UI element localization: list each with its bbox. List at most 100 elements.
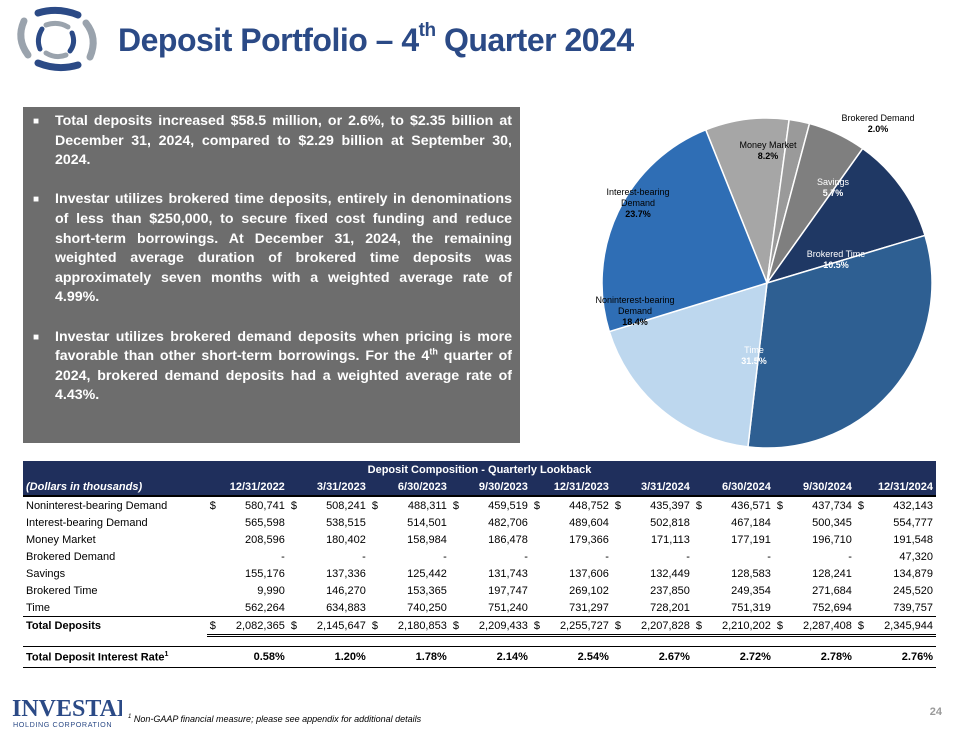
currency-symbol: $	[611, 616, 625, 637]
currency-symbol	[450, 548, 463, 565]
currency-symbol	[450, 599, 463, 617]
table-cell: -	[686, 550, 690, 563]
table-cell: 132,449	[650, 567, 690, 580]
table-cell: -	[605, 550, 609, 563]
currency-symbol: $	[692, 616, 706, 637]
bullet-text: Investar utilizes brokered time deposits…	[55, 191, 512, 306]
currency-symbol	[531, 582, 544, 599]
currency-symbol	[774, 582, 787, 599]
table-cell: 538,515	[326, 516, 366, 529]
row-label: Time	[26, 601, 51, 614]
currency-symbol	[531, 531, 544, 548]
currency-symbol	[693, 565, 706, 582]
table-row: Savings 155,176 137,336 125,442 131,743 137,6…	[23, 565, 936, 582]
row-label: Money Market	[26, 533, 96, 546]
table-cell: 1.78%	[381, 646, 450, 668]
currency-symbol	[207, 599, 220, 617]
table-cell: 179,366	[569, 533, 609, 546]
column-header: 12/31/2024	[854, 478, 936, 497]
currency-symbol	[612, 565, 625, 582]
table-cell: 137,336	[326, 567, 366, 580]
investar-footer-logo: INVESTAR HOLDING CORPORATION	[12, 696, 122, 729]
currency-symbol	[855, 599, 868, 617]
table-cell: 731,297	[569, 601, 609, 614]
currency-symbol	[531, 565, 544, 582]
column-header: 12/31/2023	[530, 478, 612, 497]
table-cell: 158,984	[407, 533, 447, 546]
currency-symbol: $	[371, 499, 378, 512]
currency-symbol	[854, 646, 868, 668]
table-cell: 634,883	[326, 601, 366, 614]
table-cell: 2,255,727	[543, 616, 612, 637]
currency-symbol	[287, 646, 301, 668]
footer-logo-text: INVESTAR	[12, 696, 122, 722]
row-label: Interest-bearing Demand	[26, 516, 148, 529]
currency-symbol	[693, 514, 706, 531]
currency-symbol	[773, 646, 787, 668]
bullet-marker-icon: ■	[33, 116, 40, 127]
currency-symbol: $	[695, 499, 703, 512]
row-label: Brokered Time	[26, 584, 98, 597]
currency-symbol	[612, 548, 625, 565]
table-cell: 186,478	[488, 533, 528, 546]
table-cell: 2.67%	[624, 646, 693, 668]
column-header: 9/30/2024	[773, 478, 855, 497]
bullet-marker-icon: ■	[33, 194, 40, 206]
investar-logo-mark	[17, 6, 97, 72]
column-header: 3/31/2023	[287, 478, 369, 497]
currency-symbol	[612, 599, 625, 617]
table-cell: -	[362, 550, 366, 563]
table-cell: -	[443, 550, 447, 563]
table-cell: 137,606	[569, 567, 609, 580]
row-label: Noninterest-bearing Demand	[26, 499, 168, 512]
table-cell: 554,777	[893, 516, 933, 529]
table-cell: 245,520	[893, 584, 933, 597]
currency-symbol: $	[773, 616, 787, 637]
title-superscript: th	[418, 20, 436, 41]
footnote: 1 Non-GAAP financial measure; please see…	[128, 714, 422, 724]
table-cell: 728,201	[650, 601, 690, 614]
currency-symbol	[368, 646, 382, 668]
currency-symbol	[855, 531, 868, 548]
table-row: Brokered Demand - - - - - - - - 47,320	[23, 548, 936, 565]
currency-symbol	[774, 531, 787, 548]
table-cell: 432,143	[893, 499, 933, 512]
table-cell: 191,548	[893, 533, 933, 546]
table-cell: 751,319	[731, 601, 771, 614]
table-cell: 177,191	[731, 533, 771, 546]
page-title: Deposit Portfolio – 4th Quarter 2024	[118, 20, 634, 59]
currency-symbol	[207, 565, 220, 582]
table-cell: 155,176	[245, 567, 285, 580]
currency-symbol	[288, 599, 301, 617]
table-cell: 249,354	[731, 584, 771, 597]
table-cell: 751,240	[488, 601, 528, 614]
currency-symbol	[692, 646, 706, 668]
currency-symbol	[530, 646, 544, 668]
table-cell: 146,270	[326, 584, 366, 597]
table-cell: 128,241	[812, 567, 852, 580]
bullet-item: ■ Investar utilizes brokered time deposi…	[33, 190, 512, 308]
currency-symbol	[774, 548, 787, 565]
currency-symbol	[855, 548, 868, 565]
currency-symbol	[288, 582, 301, 599]
bullet-text: Investar utilizes brokered demand deposi…	[55, 328, 513, 404]
currency-symbol	[774, 599, 787, 617]
bullet-text: Total deposits increased $58.5 million, …	[55, 113, 512, 169]
currency-symbol	[450, 582, 463, 599]
currency-symbol: $	[287, 616, 301, 637]
table-cell: 467,184	[731, 516, 771, 529]
table-cell: 2,082,365	[219, 616, 288, 637]
total-row: Total Deposits $2,082,365 $2,145,647 $2,180…	[23, 616, 936, 637]
currency-symbol	[369, 565, 382, 582]
table-cell: 514,501	[407, 516, 447, 529]
table-cell: 2.72%	[705, 646, 774, 668]
currency-symbol: $	[614, 499, 621, 512]
currency-symbol	[369, 582, 382, 599]
currency-symbol	[369, 514, 382, 531]
table-cell: -	[524, 550, 528, 563]
row-label: Savings	[26, 567, 66, 580]
currency-symbol	[288, 548, 301, 565]
currency-symbol: $	[368, 616, 382, 637]
currency-symbol	[774, 565, 787, 582]
pie-slice	[747, 234, 933, 449]
